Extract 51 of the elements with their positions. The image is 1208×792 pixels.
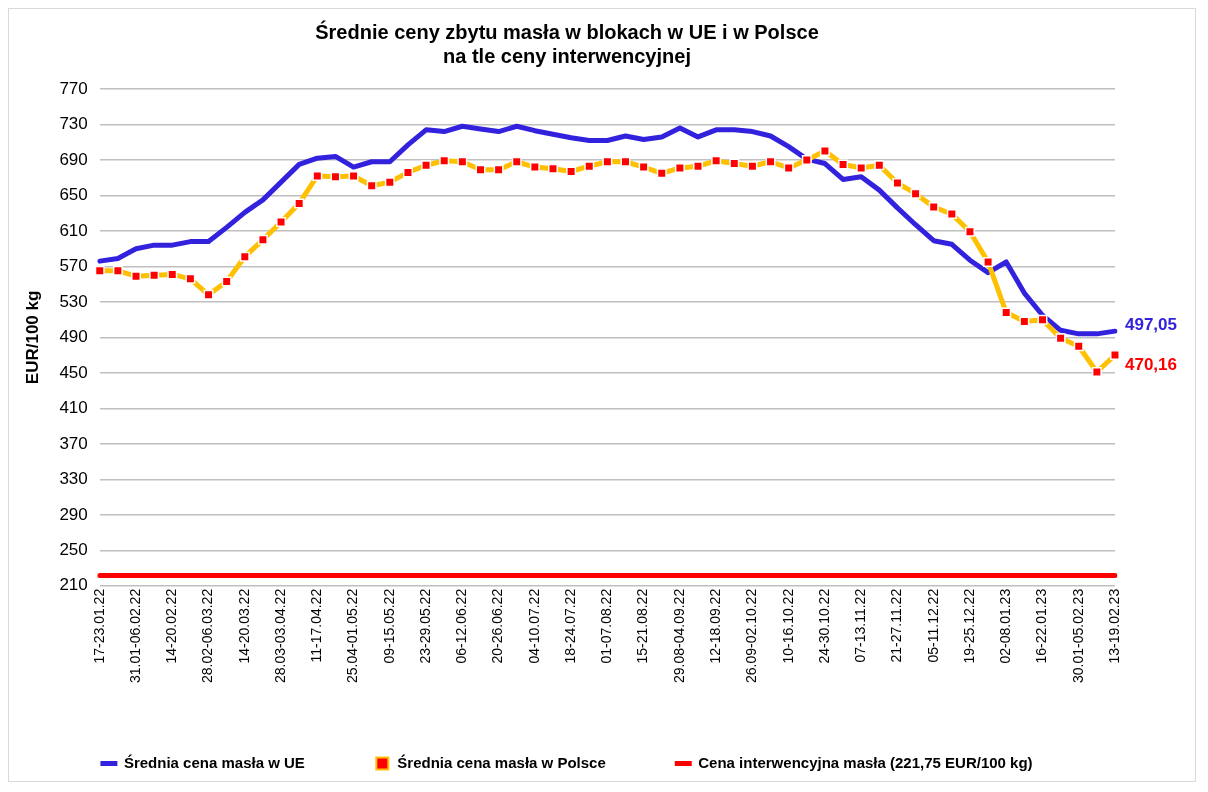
y-tick-label: 330 [59,469,88,489]
y-tick-label: 450 [59,362,88,382]
y-tick-label: 370 [59,433,88,453]
x-tick-label: 18-24.07.22 [561,588,578,664]
x-tick-label: 05-11.12.22 [924,588,941,663]
y-axis-title: EUR/100 kg [22,290,42,385]
y-tick-label: 570 [59,256,88,276]
y-tick-label: 650 [59,185,88,205]
x-tick-label: 12-18.09.22 [707,588,724,664]
y-tick-label: 410 [59,398,88,418]
legend-label: Cena interwencyjna masła (221,75 EUR/100 kg) [698,753,1033,771]
y-tick-label: 490 [59,327,88,347]
x-tick-label: 24-30.10.22 [815,588,832,664]
x-tick-label: 31.01-06.02.22 [126,588,143,684]
x-tick-label: 25.04-01.05.22 [344,588,361,684]
x-tick-label: 13-19.02.23 [1105,588,1122,664]
legend-label: Średnia cena masła w Polsce [397,753,606,771]
x-tick-label: 23-29.05.22 [416,588,433,664]
x-tick-label: 10-16.10.22 [779,588,796,664]
x-tick-label: 15-21.08.22 [634,588,651,664]
data-label: 470,16 [1125,354,1177,374]
x-tick-label: 28.02-06.03.22 [199,588,216,684]
x-tick-label: 21-27.11.22 [888,588,905,663]
x-tick-label: 16-22.01.23 [1033,588,1050,664]
x-tick-label: 17-23.01.22 [90,588,107,664]
x-tick-label: 20-26.06.22 [489,588,506,664]
legend-label: Średnia cena masła w UE [123,753,305,771]
x-tick-label: 19-25.12.22 [960,588,977,664]
x-tick-label: 04-10.07.22 [525,588,542,664]
y-tick-label: 770 [59,78,88,98]
x-tick-label: 02-08.01.23 [997,588,1014,664]
x-tick-label: 28.03-03.04.22 [271,588,288,684]
x-tick-label: 01-07.08.22 [598,588,615,664]
y-tick-label: 210 [59,575,88,595]
x-tick-label: 07-13.11.22 [852,588,869,663]
y-tick-label: 690 [59,149,88,169]
data-label: 497,05 [1125,314,1177,334]
chart-title: Średnie ceny zbytu masła w blokach w UE i w Polsce na tle ceny interwencyjnej [315,19,819,67]
y-tick-label: 610 [59,220,88,240]
x-tick-label: 26.09-02.10.22 [743,588,760,684]
y-tick-label: 730 [59,114,88,134]
x-tick-label: 30.01-05.02.23 [1069,588,1086,684]
y-tick-label: 530 [59,291,88,311]
x-tick-label: 14-20.02.22 [163,588,180,664]
y-tick-label: 250 [59,540,88,560]
x-tick-label: 14-20.03.22 [235,588,252,664]
x-tick-label: 29.08-04.09.22 [670,588,687,684]
y-tick-label: 290 [59,504,88,524]
x-tick-label: 09-15.05.22 [380,588,397,664]
x-tick-label: 11-17.04.22 [308,588,325,663]
x-tick-label: 06-12.06.22 [453,588,470,664]
